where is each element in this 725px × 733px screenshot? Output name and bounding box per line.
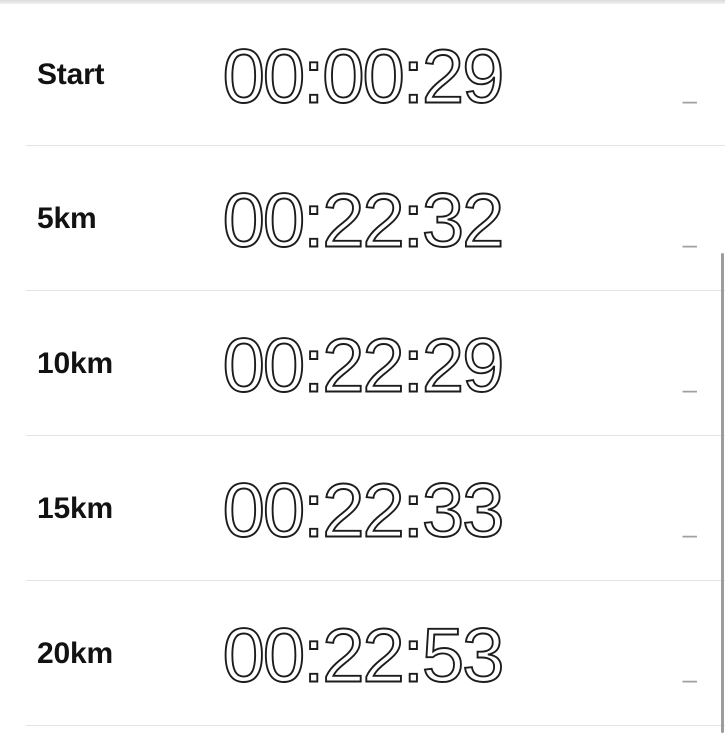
split-row-5km: 5km 00:22:32 – [0, 146, 725, 291]
split-secondary-dash: – [682, 663, 697, 694]
split-secondary-dash: – [682, 373, 697, 404]
row-divider [26, 434, 725, 436]
split-label: 15km [37, 491, 113, 525]
split-label: 5km [37, 201, 97, 235]
split-time: 00:22:29 [222, 322, 506, 409]
split-time: 00:22:53 [222, 612, 506, 699]
scrollbar-thumb[interactable] [721, 253, 724, 733]
split-time: 00:00:29 [222, 34, 506, 121]
row-divider [26, 144, 725, 146]
row-divider [26, 724, 725, 726]
top-divider-bar [0, 0, 725, 4]
split-time: 00:22:32 [222, 177, 506, 264]
split-row-start: Start 00:00:29 – [0, 4, 725, 146]
split-secondary-dash: – [682, 518, 697, 549]
split-row-15km: 15km 00:22:33 – [0, 436, 725, 581]
row-divider [26, 579, 725, 581]
split-label: 20km [37, 636, 113, 670]
row-divider [26, 289, 725, 291]
split-label: Start [37, 58, 105, 91]
split-row-20km: 20km 00:22:53 – [0, 581, 725, 726]
split-secondary-dash: – [682, 228, 697, 259]
split-secondary-dash: – [682, 85, 697, 115]
split-time: 00:22:33 [222, 467, 506, 554]
splits-list: Start 00:00:29 – 5km 00:22:32 – 10km 00:… [0, 4, 725, 726]
split-label: 10km [37, 346, 113, 380]
split-row-10km: 10km 00:22:29 – [0, 291, 725, 436]
